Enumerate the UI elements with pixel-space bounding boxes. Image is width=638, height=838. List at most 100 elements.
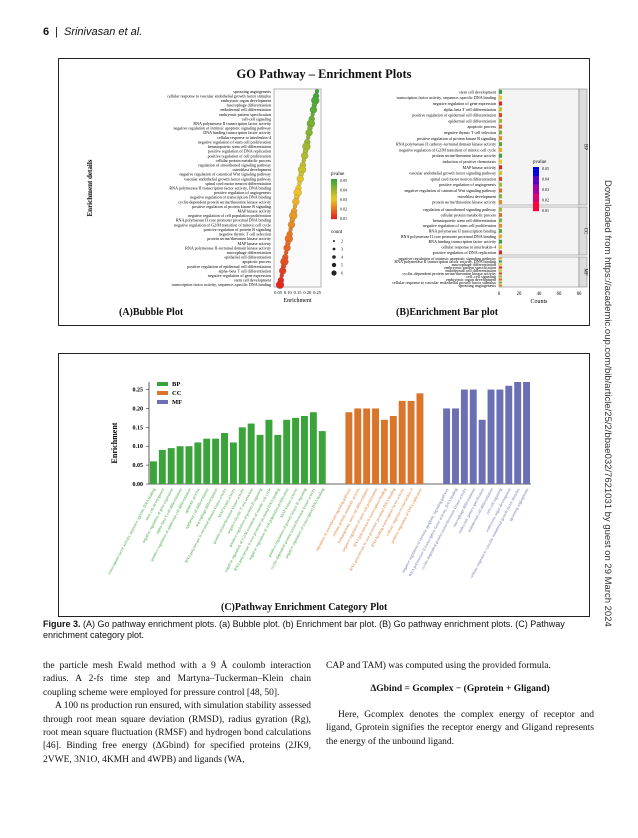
- bubble-pvalue-swatch: [331, 191, 337, 194]
- bubble-point: [296, 175, 304, 183]
- category-legend-label: MF: [172, 399, 182, 406]
- bubble-term-label: cellular response to interleukin-4: [217, 135, 271, 140]
- bubble-term-label: positive regulation of protein kinase B …: [192, 204, 271, 209]
- category-bar: [256, 434, 264, 484]
- category-bar: [398, 400, 406, 484]
- category-bar: [176, 446, 184, 484]
- bar-x-tick: 60: [557, 292, 562, 297]
- bubble-term-label: epithelial cell differentiation: [224, 255, 271, 260]
- category-bar: [487, 389, 495, 484]
- bar-term-bar: [499, 118, 502, 123]
- bar-pvalue-swatch: [533, 206, 539, 209]
- bubble-term-label: embryonic organ development: [221, 98, 272, 103]
- equation: ΔGbind = Gcomplex − (Gprotein + Gligand): [370, 684, 550, 695]
- bar-pvalue-swatch: [533, 178, 539, 181]
- bubble-count-swatch: [332, 247, 336, 251]
- bar-x-tick: 80: [577, 292, 582, 297]
- caption-label: Figure 3.: [43, 619, 81, 629]
- bar-pvalue-tick: 0.02: [542, 198, 549, 203]
- bubble-count-tick: 5: [341, 263, 343, 268]
- category-bar: [158, 450, 166, 484]
- bar-facet-frame: [498, 256, 580, 288]
- category-bar: [345, 412, 353, 484]
- bubble-term-label: macrophage differentiation: [227, 103, 271, 108]
- category-bar: [514, 382, 522, 484]
- bubble-count-tick: 3: [341, 247, 343, 252]
- bubble-term-label: negative regulation of stem cell prolife…: [198, 139, 271, 144]
- category-y-tick: 0.20: [133, 406, 144, 412]
- bubble-term-label: spinal cord motor neuron differentiation: [205, 181, 271, 186]
- category-y-axis-label: Enrichment: [110, 422, 119, 463]
- bubble-term-label: negative regulation of gene expression: [208, 273, 271, 278]
- bubble-term-label: transcription factor activity, sequence–…: [172, 282, 271, 288]
- category-bar: [203, 438, 211, 484]
- bubble-x-axis-label: Enrichment: [284, 298, 312, 304]
- bubble-term-label: positive regulation of cell proliferatio…: [208, 153, 271, 158]
- category-legend-label: BP: [172, 381, 180, 388]
- left-paragraph-2: A 100 ns production run ensured, with si…: [43, 701, 311, 765]
- bar-term-bar: [499, 272, 502, 275]
- category-bar: [478, 419, 486, 484]
- bubble-term-label: cellular protein metabolic process: [216, 158, 272, 163]
- category-bar: [389, 416, 397, 484]
- bar-term-bar: [499, 89, 502, 94]
- bubble-point: [279, 267, 287, 275]
- bubble-x-tick: 0.25: [313, 290, 322, 295]
- bubble-pvalue-swatch: [331, 189, 337, 192]
- bubble-pvalue-swatch: [331, 205, 337, 208]
- bubble-term-label: positive regulation of epidermal cell di…: [187, 264, 271, 269]
- bar-term-label: positive regulation of angiogenesis: [439, 182, 497, 187]
- bubble-count-tick: 4: [341, 255, 343, 260]
- bubble-point: [288, 227, 293, 232]
- bar-term-label: negative regulation of intrinsic apoptot…: [398, 256, 496, 261]
- bubble-term-label: vascular endothelial growth factor signa…: [184, 176, 272, 181]
- bar-term-bar: [499, 130, 502, 135]
- bar-term-label: apoptotic process: [467, 124, 496, 129]
- bubble-term-label: sprouting angiogenesis: [233, 89, 271, 94]
- bar-term-label: sprouting angiogenesis: [458, 283, 496, 288]
- bar-pvalue-tick: 0.03: [542, 187, 549, 192]
- bar-term-label: stem cell development: [459, 89, 497, 94]
- category-bar: [416, 393, 424, 484]
- bar-term-label: macrophage differentiation: [452, 262, 496, 267]
- bubble-pvalue-tick: 0.03: [340, 197, 347, 202]
- category-bar: [283, 419, 291, 484]
- bar-term-bar: [499, 218, 502, 223]
- bubble-term-label: RNA polymerase II core promoter proximal…: [176, 218, 271, 223]
- bubble-point: [292, 198, 300, 206]
- bar-pvalue-swatch: [533, 186, 539, 190]
- bar-term-label: protein serine/threonine kinase activity: [432, 200, 497, 205]
- bubble-y-axis-label: Enrichment details: [86, 159, 94, 216]
- page-header: 6 | Srinivasan et al.: [43, 26, 142, 38]
- bar-term-label: positive regulation of epidermal cell di…: [412, 113, 496, 118]
- bar-x-tick: 0: [498, 292, 501, 297]
- bar-term-bar: [499, 142, 502, 147]
- bubble-term-label: cyclin-dependent protein serine/threonin…: [178, 199, 272, 204]
- bubble-term-label: apoptotic process: [242, 259, 271, 264]
- download-note[interactable]: Downloaded from https://academic.oup.com…: [602, 180, 613, 627]
- bar-pvalue-swatch: [533, 167, 539, 170]
- bar-term-label: cell–cell signaling: [466, 274, 496, 279]
- category-bar: [443, 408, 451, 484]
- bubble-pvalue-swatch: [331, 211, 337, 214]
- category-bar: [460, 389, 468, 484]
- category-y-tick: 0.10: [133, 444, 144, 450]
- category-bar: [318, 431, 326, 484]
- bar-pvalue-swatch: [533, 189, 539, 192]
- bubble-pvalue-swatch: [331, 199, 337, 202]
- bubble-point: [305, 129, 313, 137]
- bubble-pvalue-swatch: [331, 217, 337, 220]
- bar-term-label: cyclin–dependent protein serine/threonin…: [402, 271, 497, 276]
- bubble-term-label: regulation of smoothened signaling pathw…: [198, 162, 272, 167]
- bubble-pvalue-swatch: [331, 185, 337, 188]
- category-legend-label: CC: [172, 390, 182, 397]
- bubble-term-label: negative regulation of transcription DNA…: [190, 195, 271, 200]
- category-y-tick: 0.05: [133, 463, 144, 469]
- bar-term-bar: [499, 113, 502, 118]
- bar-term-bar: [499, 124, 502, 129]
- bar-term-bar: [499, 188, 502, 193]
- bar-term-bar: [499, 266, 502, 269]
- left-paragraph-1: the particle mesh Ewald method with a 9 …: [43, 661, 311, 698]
- bubble-pvalue-swatch: [331, 213, 337, 216]
